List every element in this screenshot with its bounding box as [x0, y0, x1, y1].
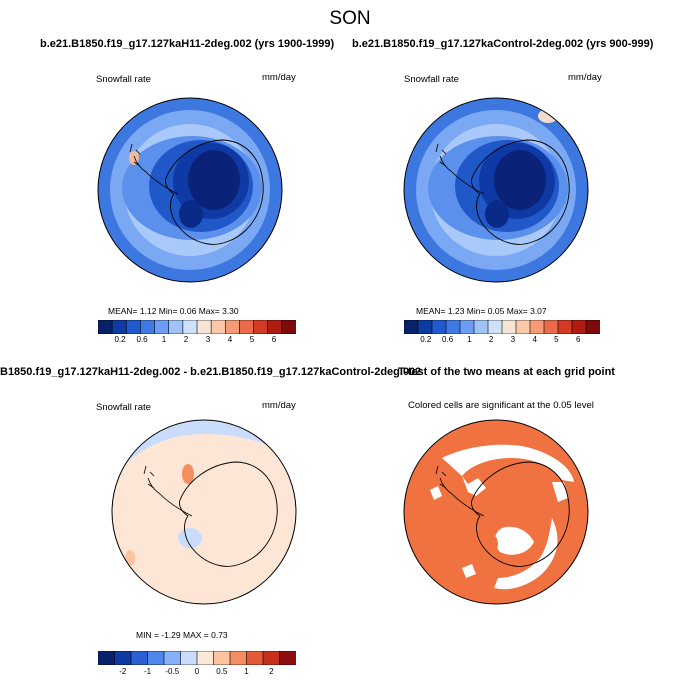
colorbar-ticks-bottom-left: -2 -1 -0.5 0 0.5 1 2 [98, 667, 296, 679]
colorbar-swatch [111, 320, 127, 334]
colorbar-swatch [246, 651, 264, 665]
colorbar-swatch [229, 651, 248, 665]
colorbar-swatch [239, 320, 255, 334]
colorbar-swatch [196, 651, 215, 665]
panel-title-top-right: b.e21.B1850.f19_g17.127kaControl-2deg.00… [352, 38, 654, 50]
colorbar-tick-label: 6 [575, 335, 581, 344]
colorbar-tick-label: 3 [205, 335, 211, 344]
panel-title-bottom-right: T-test of the two means at each grid poi… [398, 366, 615, 378]
colorbar-ticks-top-right: 0.2 0.6 1 2 3 4 5 6 [404, 335, 600, 347]
colorbar-tick-label: 0.6 [136, 335, 148, 344]
panel-subtitle-bottom-right: Colored cells are significant at the 0.0… [408, 400, 594, 411]
colorbar-swatch [253, 320, 269, 334]
colorbar-tick-label: -1 [143, 667, 152, 676]
colorbar-tick-label: 1 [161, 335, 167, 344]
colorbar-swatch [168, 320, 184, 334]
season-title: SON [329, 8, 371, 29]
colorbar-swatch [473, 320, 489, 334]
colorbar-tick-label: 4 [532, 335, 537, 344]
colorbar-tick-label: 0.2 [420, 335, 432, 344]
colorbar-swatch [224, 320, 241, 334]
colorbar-swatch [180, 651, 198, 665]
colorbar-swatch [140, 320, 156, 334]
colorbar-swatch [529, 320, 545, 334]
stats-top-left: MEAN= 1.12 Min= 0.06 Max= 3.30 [108, 306, 239, 316]
colorbar-swatch [98, 651, 116, 665]
colorbar-swatch [182, 320, 198, 334]
colorbar-tick-label: 4 [227, 335, 233, 344]
colorbar-tick-label: 3 [510, 335, 516, 344]
polar-map-bottom-right [403, 419, 589, 605]
colorbar-swatch [114, 651, 132, 665]
variable-label-bottom-left: Snowfall rate [96, 402, 151, 413]
colorbar-tick-label: 5 [249, 335, 255, 344]
colorbar-tick-label: 1 [467, 335, 472, 344]
colorbar-swatch [279, 651, 296, 665]
colorbar-tick-label: 6 [271, 335, 277, 344]
units-label-top-left: mm/day [262, 72, 296, 83]
colorbar-swatch [125, 320, 142, 334]
colorbar-swatch [459, 320, 475, 334]
colorbar-swatch [163, 651, 182, 665]
colorbar-tick-label: -2 [119, 667, 127, 676]
colorbar-swatch [417, 320, 433, 334]
colorbar-swatch [210, 320, 226, 334]
colorbar-swatch [147, 651, 165, 665]
variable-label-top-left: Snowfall rate [96, 74, 151, 85]
stats-top-right: MEAN= 1.23 Min= 0.05 Max= 3.07 [416, 306, 547, 316]
polar-map-top-left [97, 97, 283, 283]
colorbar-ticks-top-left: 0.2 0.6 1 2 3 4 5 6 [98, 335, 296, 347]
colorbar-tick-label: 0.6 [442, 335, 454, 344]
colorbar-swatch [431, 320, 447, 334]
colorbar-swatch [571, 320, 587, 334]
colorbar-top-right [404, 320, 600, 334]
colorbar-tick-label: -0.5 [165, 667, 180, 676]
colorbar-top-left [98, 320, 296, 334]
colorbar-tick-label: 0.5 [216, 667, 228, 676]
colorbar-tick-label: 2 [269, 667, 274, 676]
variable-label-top-right: Snowfall rate [404, 74, 459, 85]
colorbar-swatch [515, 320, 531, 334]
colorbar-tick-label: 0.2 [114, 335, 126, 344]
colorbar-swatch [130, 651, 149, 665]
units-label-bottom-left: mm/day [262, 400, 296, 411]
colorbar-swatch [445, 320, 461, 334]
colorbar-swatch [501, 320, 517, 334]
colorbar-swatch [281, 320, 296, 334]
colorbar-swatch [154, 320, 170, 334]
colorbar-swatch [585, 320, 600, 334]
colorbar-swatch [404, 320, 419, 334]
colorbar-swatch [213, 651, 231, 665]
colorbar-swatch [487, 320, 503, 334]
colorbar-tick-label: 2 [488, 335, 494, 344]
colorbar-swatch [98, 320, 113, 334]
panel-title-bottom-left: B1850.f19_g17.127kaH11-2deg.002 - b.e21.… [0, 366, 422, 378]
polar-map-top-right [403, 97, 589, 283]
colorbar-tick-label: 1 [244, 667, 249, 676]
colorbar-tick-label: 2 [183, 335, 189, 344]
colorbar-tick-label: 5 [554, 335, 559, 344]
polar-map-bottom-left [111, 419, 297, 605]
colorbar-bottom-left [98, 651, 296, 665]
colorbar-swatch [557, 320, 573, 334]
stats-bottom-left: MIN = -1.29 MAX = 0.73 [136, 630, 228, 640]
colorbar-swatch [267, 320, 283, 334]
colorbar-swatch [262, 651, 281, 665]
colorbar-swatch [543, 320, 559, 334]
colorbar-tick-label: 0 [194, 667, 200, 676]
units-label-top-right: mm/day [568, 72, 602, 83]
colorbar-swatch [196, 320, 212, 334]
panel-title-top-left: b.e21.B1850.f19_g17.127kaH11-2deg.002 (y… [40, 38, 335, 50]
